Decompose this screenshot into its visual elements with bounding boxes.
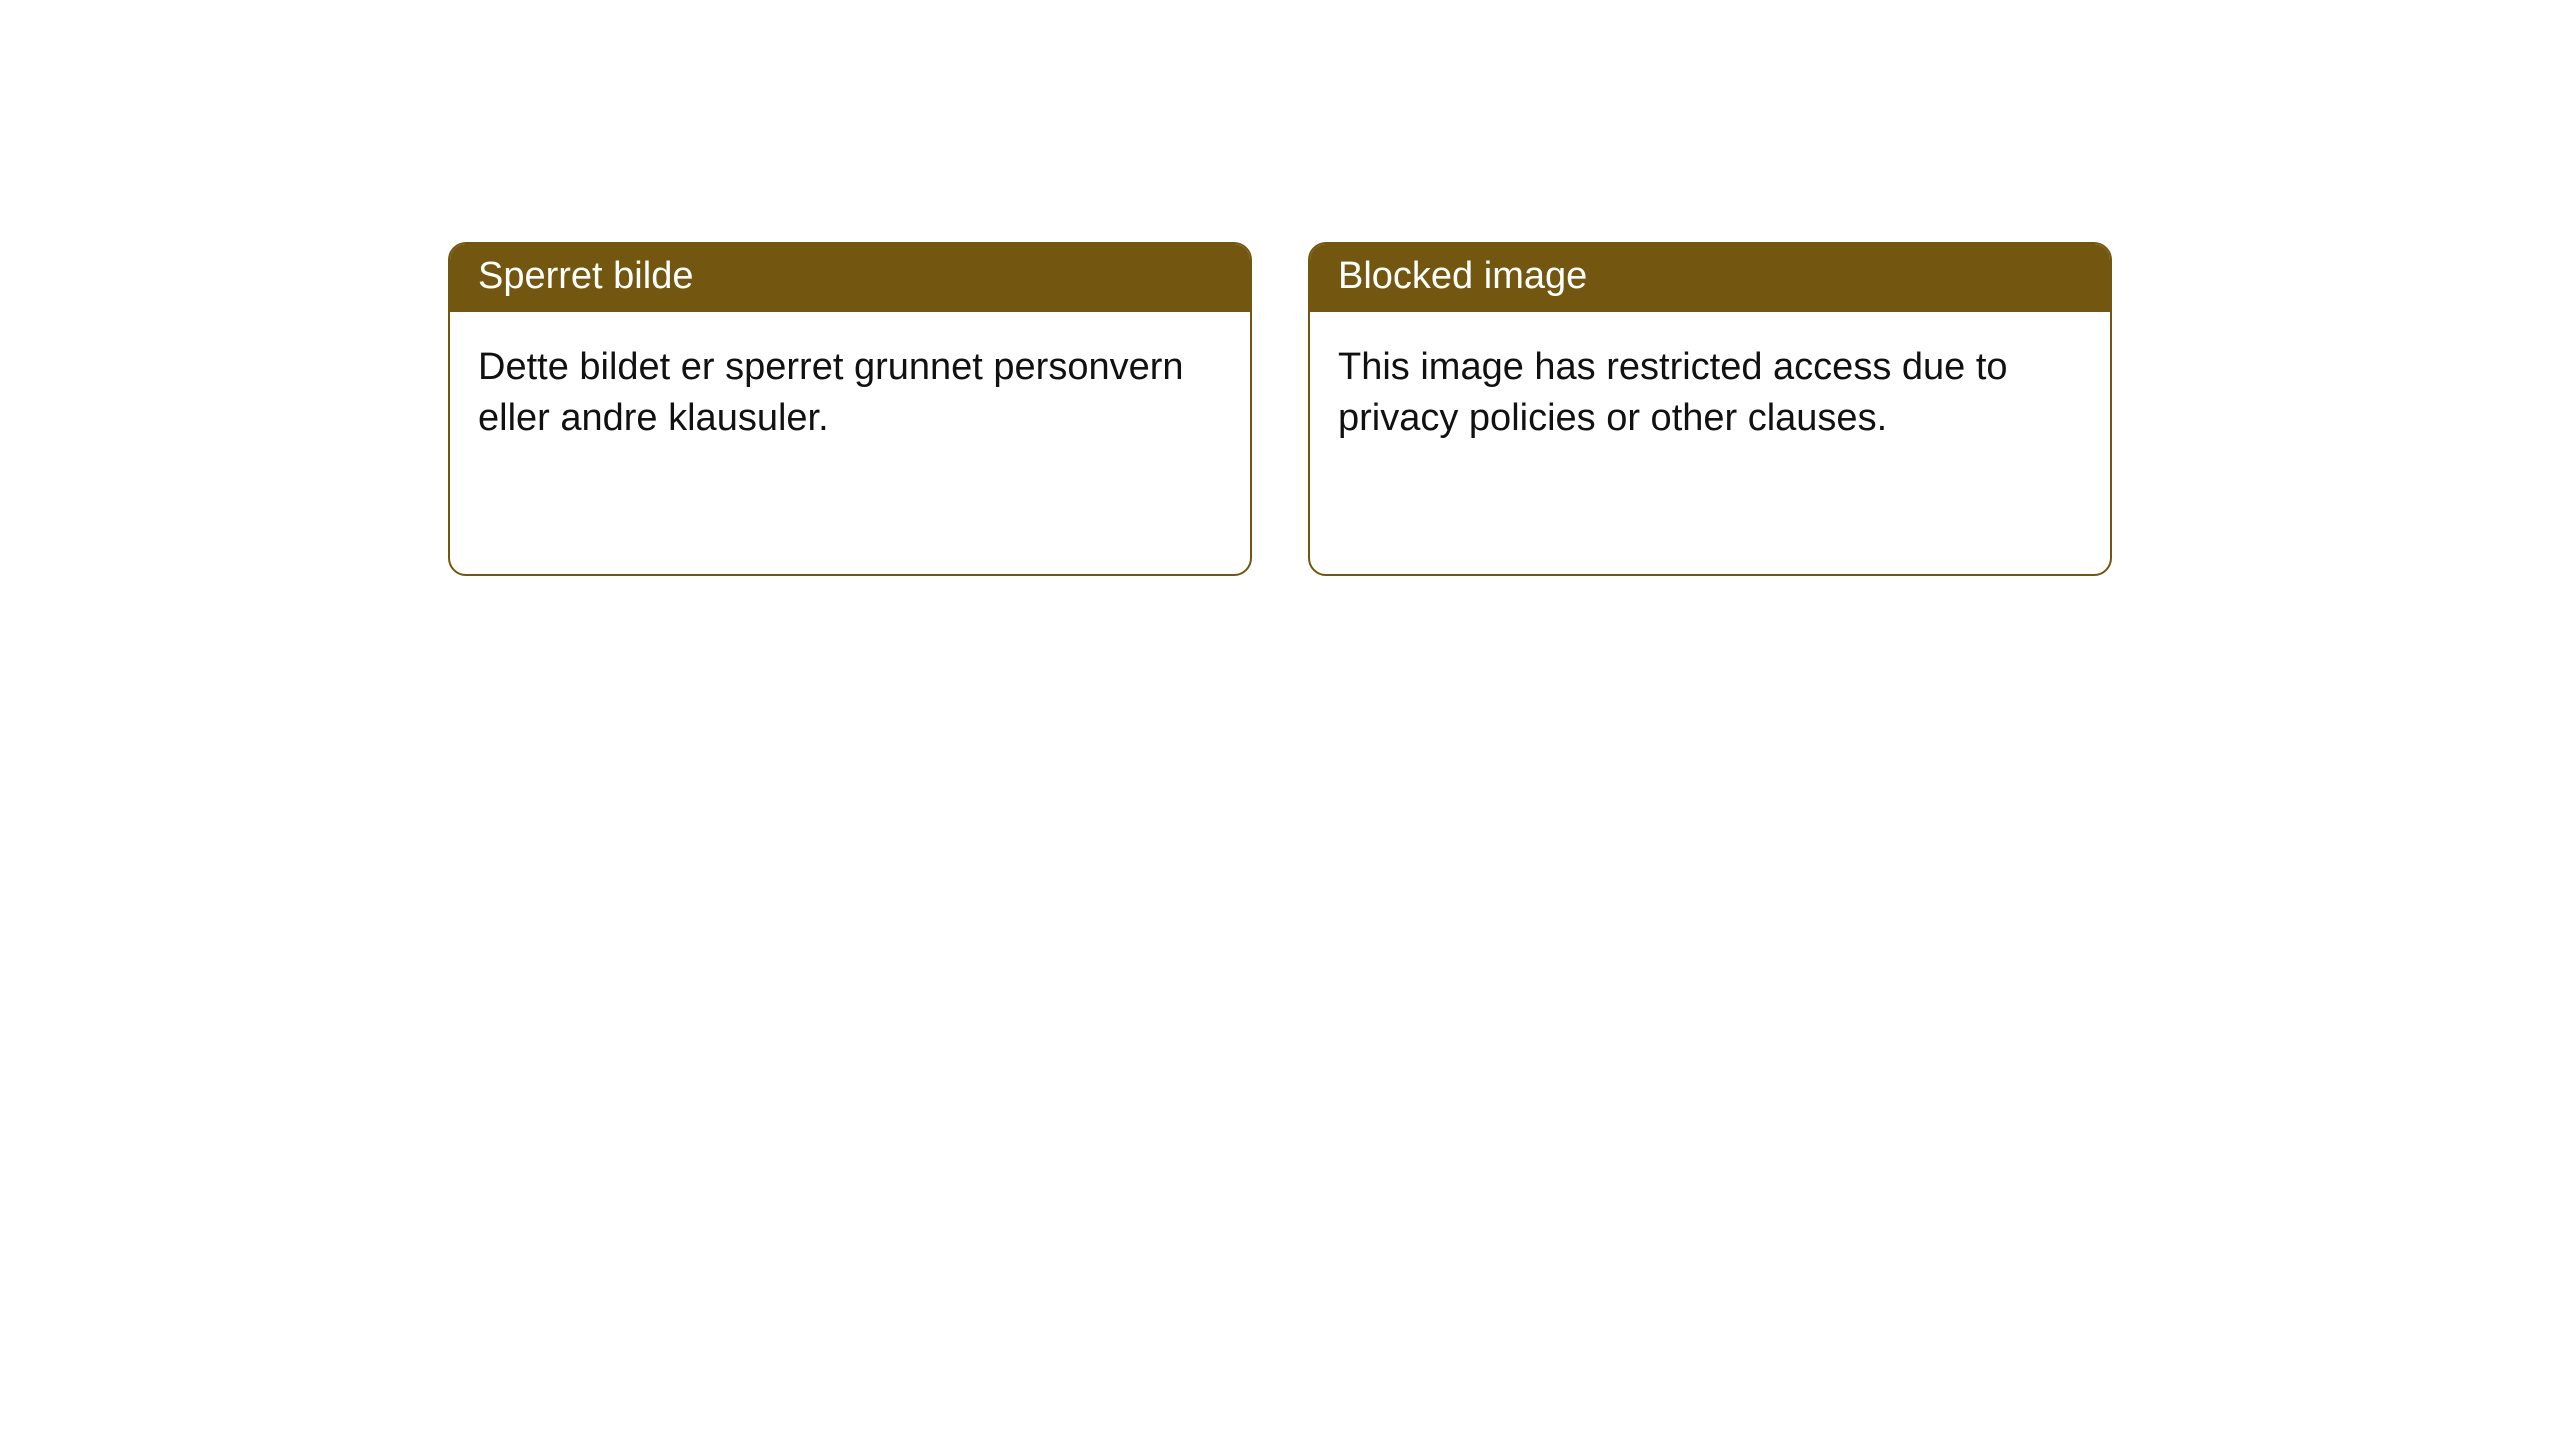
card-body-no: Dette bildet er sperret grunnet personve… <box>450 312 1250 473</box>
card-body-en: This image has restricted access due to … <box>1310 312 2110 473</box>
blocked-image-card-no: Sperret bilde Dette bildet er sperret gr… <box>448 242 1252 576</box>
card-header-no: Sperret bilde <box>450 244 1250 312</box>
blocked-image-card-en: Blocked image This image has restricted … <box>1308 242 2112 576</box>
notice-container: Sperret bilde Dette bildet er sperret gr… <box>0 0 2560 576</box>
card-header-en: Blocked image <box>1310 244 2110 312</box>
